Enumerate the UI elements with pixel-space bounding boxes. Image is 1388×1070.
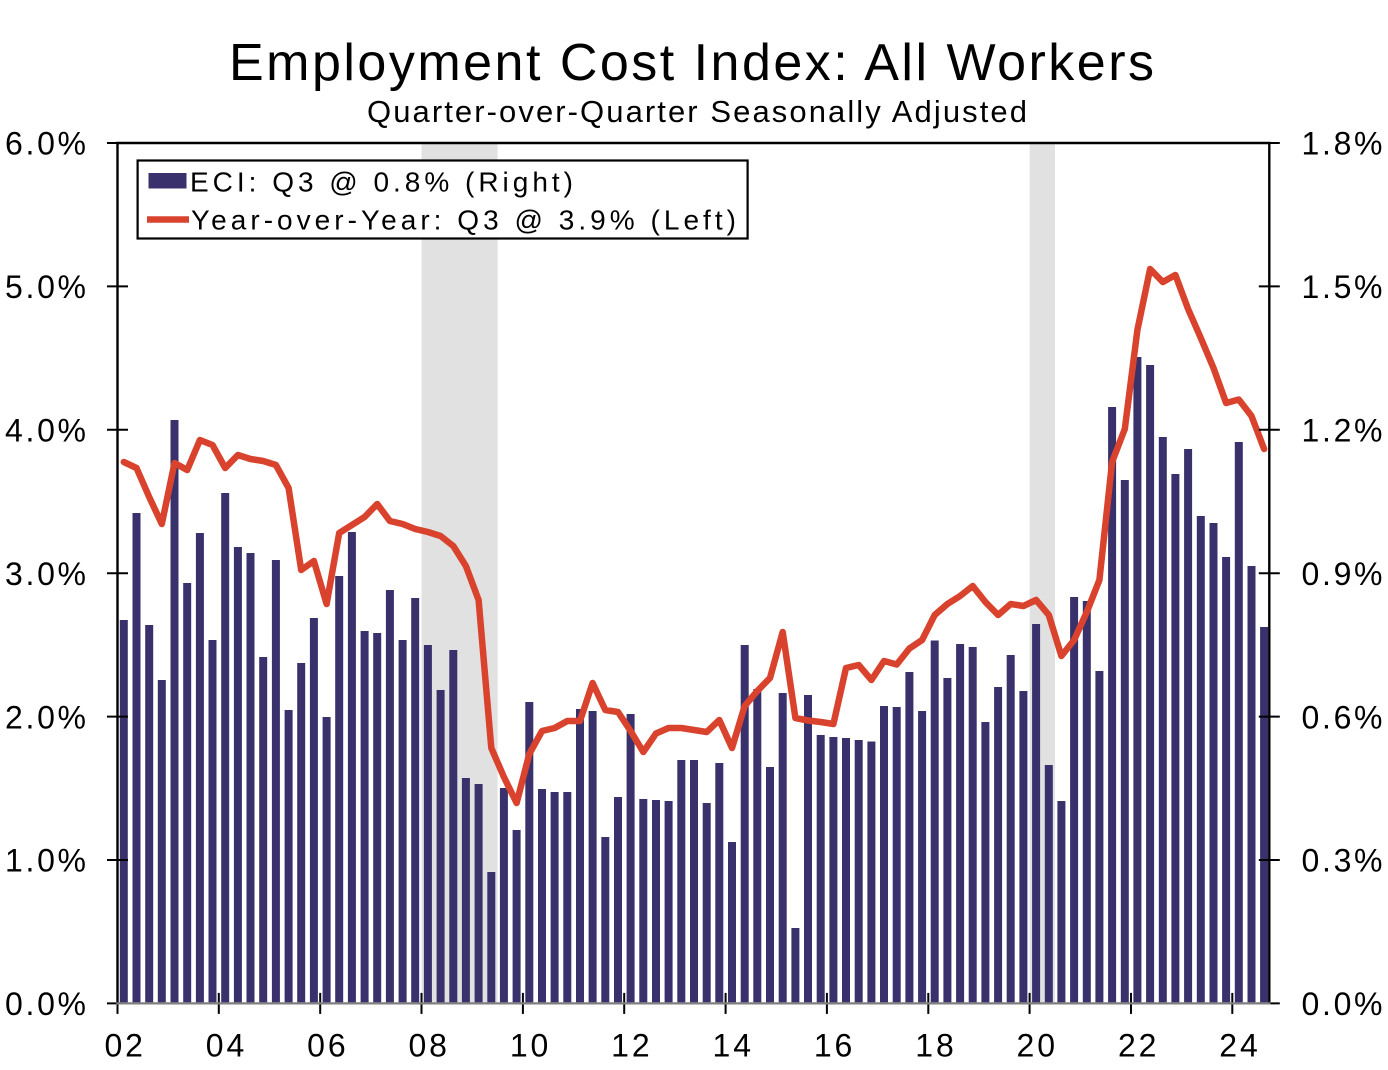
svg-text:1.2%: 1.2% (1302, 413, 1383, 449)
svg-text:2.0%: 2.0% (5, 699, 86, 735)
svg-text:Year-over-Year: Q3 @ 3.9% (Lef: Year-over-Year: Q3 @ 3.9% (Left) (191, 205, 736, 236)
svg-text:0.6%: 0.6% (1302, 699, 1383, 735)
svg-text:1.8%: 1.8% (1302, 126, 1383, 162)
svg-text:4.0%: 4.0% (5, 413, 86, 449)
svg-text:0.0%: 0.0% (5, 986, 86, 1022)
svg-text:1.0%: 1.0% (5, 843, 86, 879)
svg-text:Quarter-over-Quarter Seasonall: Quarter-over-Quarter Seasonally Adjusted (367, 94, 1027, 129)
svg-text:1.5%: 1.5% (1302, 269, 1383, 305)
svg-text:0.0%: 0.0% (1302, 986, 1383, 1022)
svg-text:5.0%: 5.0% (5, 269, 86, 305)
svg-text:3.0%: 3.0% (5, 556, 86, 592)
svg-text:0.3%: 0.3% (1302, 843, 1383, 879)
svg-text:0.9%: 0.9% (1302, 556, 1383, 592)
svg-text:6.0%: 6.0% (5, 126, 86, 162)
